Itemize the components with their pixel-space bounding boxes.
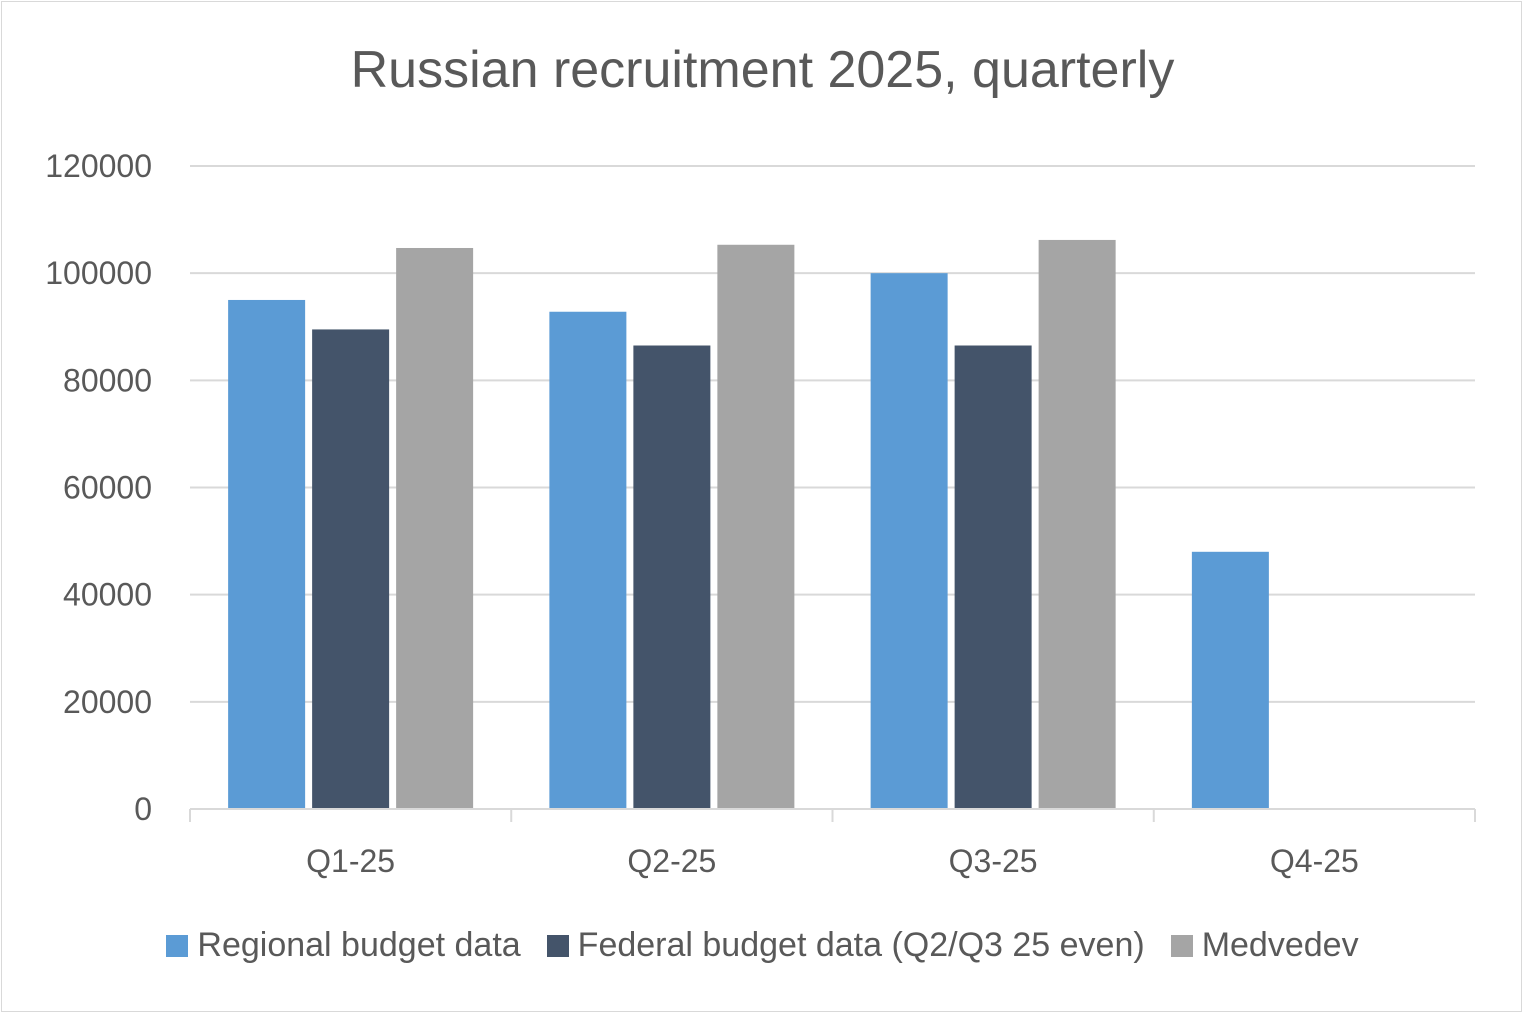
bar xyxy=(228,299,306,809)
legend-label: Medvedev xyxy=(1201,926,1359,964)
bar xyxy=(1191,551,1269,809)
x-tick-label: Q1-25 xyxy=(306,843,395,879)
y-tick-label: 120000 xyxy=(45,148,152,184)
bar xyxy=(312,329,390,809)
y-tick-label: 0 xyxy=(134,791,152,827)
legend-label: Federal budget data (Q2/Q3 25 even) xyxy=(577,926,1145,964)
y-tick-label: 20000 xyxy=(63,684,152,720)
bar xyxy=(717,244,795,809)
y-tick-labels: 0 20000 40000 60000 80000 100000 120000 xyxy=(45,148,152,827)
bar xyxy=(870,273,948,810)
legend-swatch xyxy=(1170,934,1193,957)
bar xyxy=(396,247,474,810)
legend-item-federal: Federal budget data (Q2/Q3 25 even) xyxy=(546,926,1145,965)
x-axis xyxy=(189,808,1476,822)
bars xyxy=(228,239,1269,810)
y-tick-label: 80000 xyxy=(63,362,152,398)
bar xyxy=(1038,239,1116,809)
legend-label: Regional budget data xyxy=(197,926,521,964)
x-tick-label: Q3-25 xyxy=(949,843,1038,879)
x-tick-label: Q4-25 xyxy=(1270,843,1359,879)
legend-swatch xyxy=(546,934,569,957)
legend-item-regional: Regional budget data xyxy=(166,926,521,965)
legend: Regional budget data Federal budget data… xyxy=(0,926,1525,965)
bar xyxy=(633,345,711,809)
y-tick-label: 40000 xyxy=(63,577,152,613)
chart-title: Russian recruitment 2025, quarterly xyxy=(350,41,1175,99)
x-tick-labels: Q1-25 Q2-25 Q3-25 Q4-25 xyxy=(306,843,1359,879)
y-tick-label: 60000 xyxy=(63,470,152,506)
y-tick-label: 100000 xyxy=(45,255,152,291)
legend-item-medvedev: Medvedev xyxy=(1170,926,1359,965)
bar xyxy=(954,345,1032,809)
legend-swatch xyxy=(166,934,189,957)
x-tick-label: Q2-25 xyxy=(627,843,716,879)
bar xyxy=(549,311,627,809)
